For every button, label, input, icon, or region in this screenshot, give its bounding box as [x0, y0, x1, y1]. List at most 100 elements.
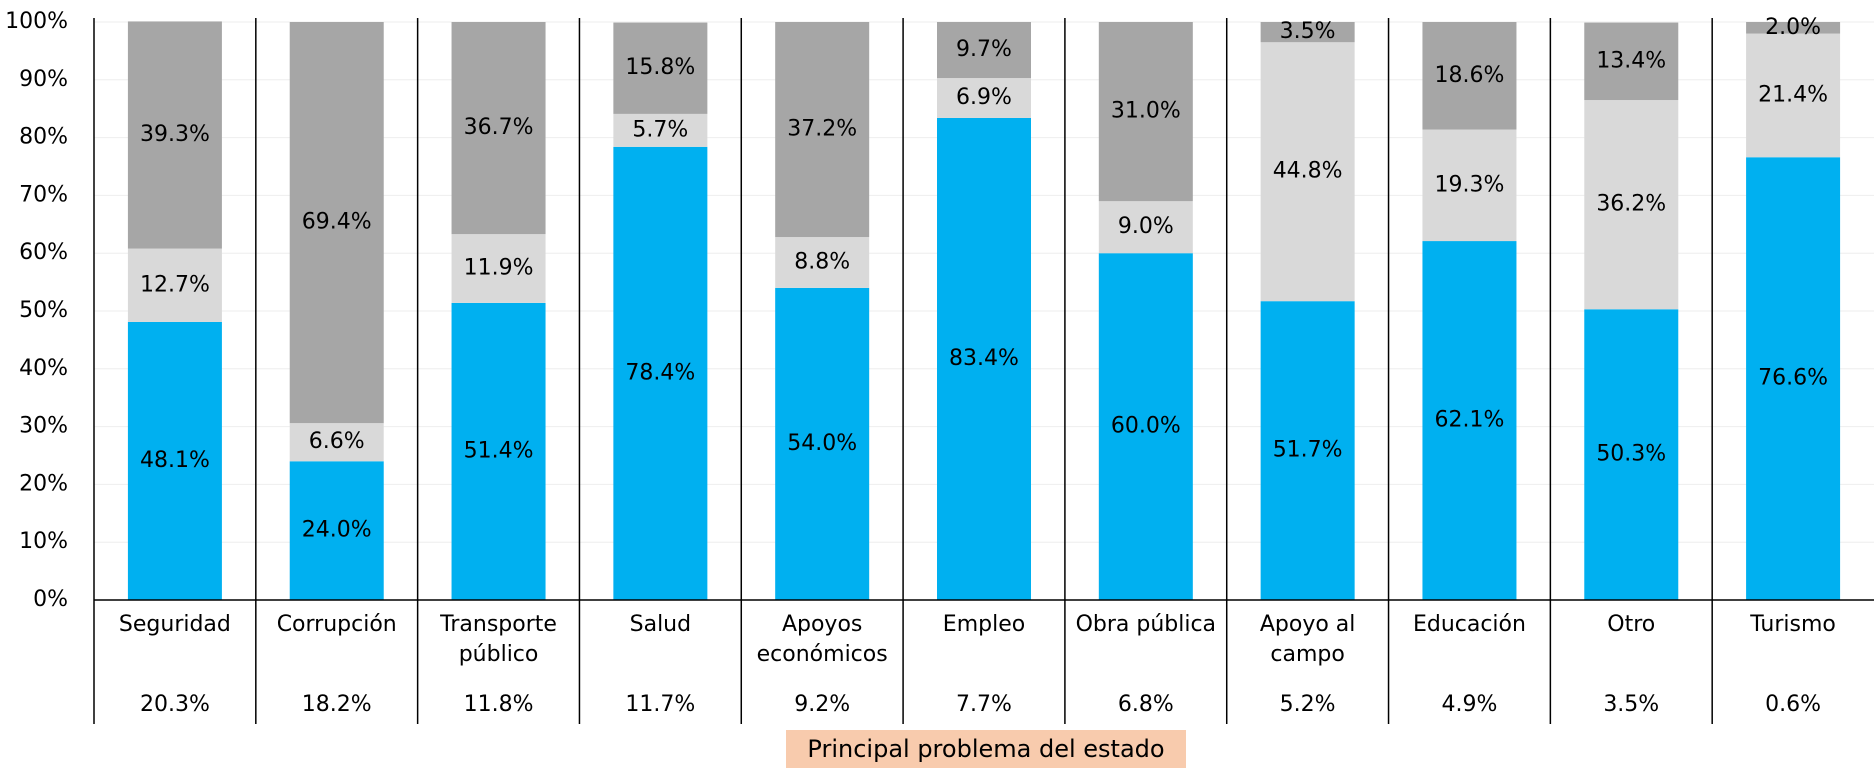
bar-segment	[127, 21, 222, 249]
bar-segment	[613, 22, 708, 114]
data-label: 9.7%	[956, 37, 1012, 62]
x-tick-label: Transporte público	[440, 612, 557, 667]
bar-segment	[451, 302, 546, 600]
data-label: 69.4%	[302, 210, 372, 235]
data-label: 3.5%	[1280, 19, 1336, 44]
category-share: 7.7%	[956, 692, 1012, 717]
bar-segment	[289, 423, 384, 462]
bar-segment	[451, 234, 546, 303]
x-tick-label: Turismo	[1750, 612, 1836, 637]
data-label: 15.8%	[625, 55, 695, 80]
x-tick-label: Seguridad	[118, 612, 231, 637]
bar-segment	[1422, 241, 1517, 600]
data-label: 31.0%	[1111, 99, 1181, 124]
data-label: 54.0%	[787, 431, 857, 456]
x-tick-label: Educación	[1412, 612, 1526, 637]
bar-segment	[1260, 22, 1355, 43]
bar-segment	[1098, 201, 1193, 254]
data-label: 11.9%	[464, 256, 534, 281]
data-label: 19.3%	[1435, 172, 1505, 197]
category-share: 11.7%	[625, 692, 696, 717]
y-tick-label: 0%	[33, 587, 68, 612]
bar-segment	[1422, 22, 1517, 130]
data-label: 6.6%	[309, 429, 365, 454]
category-share: 9.2%	[794, 692, 851, 717]
bar-segment	[775, 287, 870, 600]
bar-segment	[1422, 129, 1517, 242]
bar-segment	[1746, 33, 1841, 158]
y-tick-label: 40%	[19, 356, 68, 381]
bar-segment	[1098, 22, 1193, 202]
y-tick-label: 60%	[19, 240, 68, 265]
data-label: 6.9%	[956, 85, 1012, 110]
bar-segment	[127, 321, 222, 600]
category-share: 11.8%	[463, 692, 534, 717]
bar-segment	[1746, 157, 1841, 600]
data-label: 76.6%	[1758, 366, 1828, 391]
bar-segment	[937, 22, 1031, 79]
x-tick-label: Obra pública	[1075, 612, 1217, 637]
data-label: 50.3%	[1596, 442, 1666, 467]
bar-segment	[127, 248, 222, 322]
category-share: 5.2%	[1279, 692, 1336, 717]
data-label: 39.3%	[140, 122, 210, 147]
data-label: 51.7%	[1273, 438, 1343, 463]
data-label: 60.0%	[1111, 414, 1181, 439]
y-tick-label: 10%	[19, 529, 68, 554]
x-tick-label: Corrupción	[276, 612, 397, 637]
bar-segment	[1584, 100, 1679, 310]
data-label: 78.4%	[625, 360, 695, 385]
bar-segment	[1584, 22, 1679, 101]
bar-segment	[775, 22, 870, 238]
data-label: 2.0%	[1765, 15, 1821, 40]
data-label: 37.2%	[787, 117, 857, 142]
bar-segment	[451, 22, 546, 235]
y-tick-label: 30%	[19, 414, 68, 439]
data-label: 12.7%	[140, 272, 210, 297]
bar-segment	[1260, 301, 1355, 600]
x-tick-label: Salud	[629, 612, 692, 637]
category-share: 20.3%	[139, 692, 210, 717]
data-label: 48.1%	[140, 448, 210, 473]
category-share: 4.9%	[1441, 692, 1498, 717]
y-tick-label: 80%	[19, 125, 68, 150]
bar-segment	[937, 78, 1031, 118]
bar-segment	[1098, 253, 1193, 600]
data-label: 36.7%	[464, 115, 534, 140]
bar-segment	[613, 113, 708, 147]
bar-segment	[937, 117, 1031, 600]
category-share: 6.8%	[1117, 692, 1174, 717]
bar-segment	[289, 22, 384, 424]
bar-segment	[289, 461, 384, 600]
data-label: 13.4%	[1596, 48, 1666, 73]
y-tick-label: 70%	[19, 182, 68, 207]
bar-segment	[613, 146, 708, 600]
data-label: 83.4%	[949, 346, 1019, 371]
data-label: 18.6%	[1435, 63, 1505, 88]
x-axis-label: Principal problema del estado	[786, 730, 1186, 768]
bar-segment	[1746, 22, 1841, 34]
data-label: 24.0%	[302, 518, 372, 543]
y-tick-label: 20%	[19, 471, 68, 496]
data-label: 36.2%	[1596, 192, 1666, 217]
category-share: 3.5%	[1603, 692, 1660, 717]
x-tick-label: Apoyos económicos	[756, 612, 888, 667]
data-label: 21.4%	[1758, 82, 1828, 107]
data-label: 5.7%	[632, 117, 688, 142]
x-tick-label: Empleo	[942, 612, 1026, 637]
y-tick-label: 100%	[5, 9, 68, 34]
data-label: 9.0%	[1118, 214, 1174, 239]
bar-segment	[1584, 309, 1679, 600]
y-tick-label: 90%	[19, 67, 68, 92]
x-tick-label: Otro	[1607, 612, 1656, 637]
category-share: 18.2%	[301, 692, 372, 717]
bar-segment	[1260, 42, 1355, 302]
data-label: 8.8%	[794, 249, 850, 274]
y-tick-label: 50%	[19, 298, 68, 323]
data-label: 44.8%	[1273, 159, 1343, 184]
category-share: 0.6%	[1765, 692, 1822, 717]
bar-segment	[775, 237, 870, 288]
x-tick-label: Apoyo al campo	[1259, 612, 1356, 667]
